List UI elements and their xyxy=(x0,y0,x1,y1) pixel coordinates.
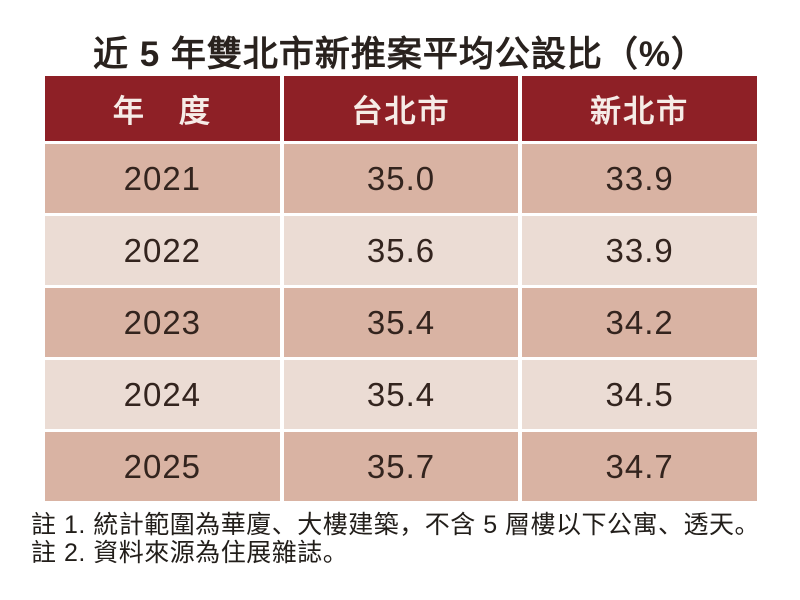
year-cell: 2021 xyxy=(45,144,280,213)
header-cell-year: 年 度 xyxy=(45,76,280,141)
year-cell: 2022 xyxy=(45,216,280,285)
footnote-2: 註 2. 資料來源為住展雜誌。 xyxy=(31,539,349,567)
taipei-value-cell: 35.7 xyxy=(283,432,519,501)
year-cell: 2024 xyxy=(45,360,280,429)
new-taipei-value-cell: 33.9 xyxy=(522,144,757,213)
taipei-value-cell: 35.4 xyxy=(283,288,519,357)
header-cell-new-taipei: 新北市 xyxy=(522,76,757,141)
footnotes: 註 1. 統計範圍為華廈、大樓建築，不含 5 層樓以下公寓、透天。 註 2. 資… xyxy=(31,511,791,567)
new-taipei-value-cell: 34.7 xyxy=(522,432,757,501)
taipei-value-cell: 35.6 xyxy=(283,216,519,285)
year-cell: 2025 xyxy=(45,432,280,501)
year-cell: 2023 xyxy=(45,288,280,357)
new-taipei-value-cell: 33.9 xyxy=(522,216,757,285)
header-cell-taipei: 台北市 xyxy=(283,76,519,141)
footnote-1: 註 1. 統計範圍為華廈、大樓建築，不含 5 層樓以下公寓、透天。 xyxy=(31,511,761,539)
new-taipei-value-cell: 34.2 xyxy=(522,288,757,357)
taipei-value-cell: 35.0 xyxy=(283,144,519,213)
taipei-value-cell: 35.4 xyxy=(283,360,519,429)
new-taipei-value-cell: 34.5 xyxy=(522,360,757,429)
ratio-table: 年 度 台北市 新北市 2021 35.0 33.9 2022 35.6 33.… xyxy=(45,76,757,501)
page-title: 近 5 年雙北市新推案平均公設比（%） xyxy=(92,35,708,74)
